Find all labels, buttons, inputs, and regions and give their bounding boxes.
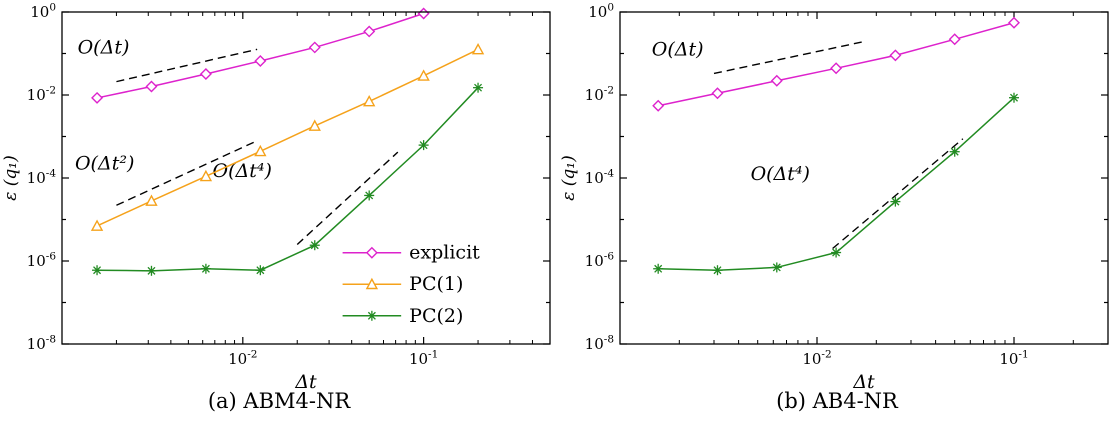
order-guide-label: O(Δt⁴) [751, 163, 810, 185]
triangle-marker [308, 119, 321, 131]
tick-label: 10-2 [802, 348, 831, 368]
diamond-marker [145, 80, 158, 93]
star-marker [200, 263, 211, 274]
tick-label: 10-4 [585, 167, 615, 187]
diamond-marker [91, 91, 104, 104]
plot-frame [61, 11, 551, 345]
chart-ab4-nr: 10-2 10-1 10-8 10-6 10-4 10-2 100 O(Δt) O(Δt⁴) Δt… [559, 1, 1109, 392]
diamond-marker [889, 49, 902, 62]
x-axis-label: Δt [852, 371, 875, 392]
tick-label: 10-2 [228, 348, 257, 368]
star-marker [309, 240, 320, 251]
x-axis-label: Δt [294, 371, 317, 392]
tick-label: 100 [588, 1, 614, 21]
star-marker [653, 263, 664, 274]
tick-label: 10-1 [409, 348, 438, 368]
legend-label: explicit [409, 242, 480, 264]
diamond-marker [1008, 16, 1020, 29]
tick-label: 10-2 [27, 84, 56, 104]
star-marker [255, 265, 266, 276]
diamond-marker [770, 74, 783, 87]
legend-item: explicit [342, 242, 480, 264]
tick-label: 10-6 [585, 250, 615, 270]
order-guide: O(Δt) [78, 37, 258, 83]
order-guide: O(Δt²) [75, 140, 258, 206]
star-marker [890, 196, 901, 207]
star-marker [712, 265, 723, 276]
triangle-marker [90, 219, 104, 231]
star-marker [949, 146, 960, 157]
triangle-marker [254, 144, 267, 157]
tick-label: 10-8 [585, 333, 614, 353]
caption-abm4-nr: (a) ABM4-NR [207, 389, 351, 413]
order-guide: O(Δt⁴) [213, 151, 399, 246]
legend-item: PC(1) [342, 273, 463, 295]
star-marker [473, 82, 484, 93]
order-guide: O(Δt⁴) [751, 138, 964, 250]
tick-label: 10-6 [27, 250, 57, 270]
star-marker [771, 262, 782, 273]
triangle-marker [365, 277, 379, 290]
figure-panel-b: 10-2 10-1 10-8 10-6 10-4 10-2 100 O(Δt) O(Δt⁴) Δt… [558, 0, 1116, 429]
triangle-marker [363, 94, 376, 107]
order-guide-label: O(Δt⁴) [213, 160, 272, 182]
order-guide-label: O(Δt) [78, 37, 130, 59]
plot-frame [619, 11, 1109, 345]
figure-panel-a: 10-2 10-1 10-8 10-6 10-4 10-2 100 O(Δt) O(Δt²) O(… [1, 1, 551, 413]
legend: explicit PC(1) PC(2) [342, 242, 480, 327]
series-PC(2) [653, 92, 1020, 276]
diamond-marker [363, 25, 376, 38]
diamond-marker [948, 33, 961, 46]
diamond-marker [652, 99, 665, 112]
tick-label: 100 [30, 1, 56, 21]
y-axis-label: ε (q₁) [559, 155, 579, 201]
diamond-marker [711, 87, 724, 100]
series-PC(2) [92, 82, 484, 276]
tick-label: 10-4 [27, 167, 57, 187]
series-explicit [652, 16, 1020, 112]
caption-ab4-nr: (b) AB4-NR [776, 389, 898, 413]
tick-label: 10-2 [585, 84, 614, 104]
series-explicit [91, 7, 430, 104]
star-marker [146, 265, 157, 276]
triangle-marker [417, 69, 430, 81]
order-guide-label: O(Δt²) [75, 153, 134, 175]
triangle-marker [199, 169, 213, 182]
legend-label: PC(2) [409, 305, 463, 327]
tick-label: 10-1 [999, 348, 1028, 368]
star-marker [1009, 92, 1020, 103]
diamond-marker [365, 246, 378, 259]
y-axis-label: ε (q₁) [1, 155, 21, 201]
triangle-marker [145, 194, 158, 206]
legend-label: PC(1) [409, 273, 463, 295]
star-marker [364, 190, 375, 201]
diamond-marker [417, 7, 430, 20]
diamond-marker [199, 68, 212, 81]
series-PC(1) [90, 43, 485, 231]
star-marker [366, 310, 377, 321]
star-marker [831, 247, 842, 258]
star-marker [92, 265, 103, 276]
order-guide-label: O(Δt) [652, 38, 704, 60]
triangle-marker [471, 43, 485, 55]
axes: 10-2 10-1 10-8 10-6 10-4 10-2 100 [585, 1, 1108, 368]
diamond-marker [254, 54, 267, 67]
axes: 10-2 10-1 10-8 10-6 10-4 10-2 100 [27, 1, 550, 368]
diamond-marker [308, 41, 321, 54]
star-marker [418, 140, 429, 151]
tick-label: 10-8 [27, 333, 56, 353]
diamond-marker [830, 62, 843, 75]
legend-item: PC(2) [342, 305, 463, 327]
order-guide: O(Δt) [652, 38, 863, 75]
chart-abm4-nr: 10-2 10-1 10-8 10-6 10-4 10-2 100 O(Δt) O(Δt²) O(… [1, 1, 551, 392]
